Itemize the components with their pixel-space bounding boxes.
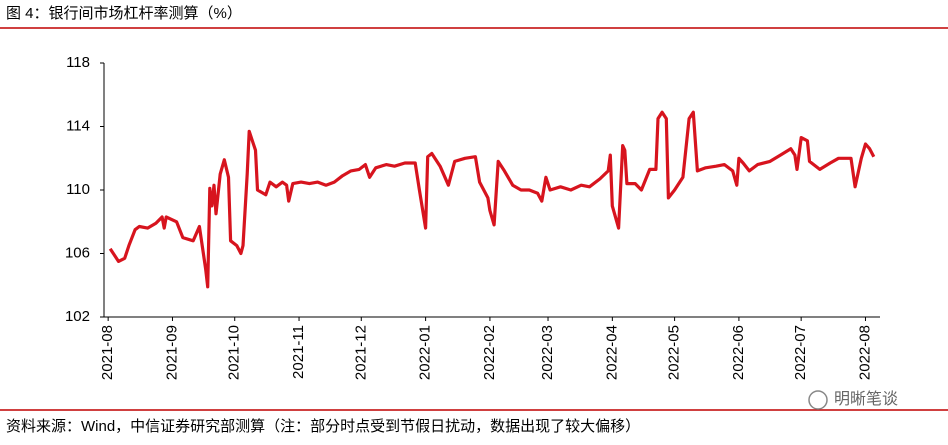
source-note: 资料来源：Wind，中信证券研究部测算（注：部分时点受到节假日扰动，数据出现了较… <box>6 417 640 435</box>
x-tick-label: 2021-11 <box>290 325 307 379</box>
y-tick-label: 110 <box>66 181 90 198</box>
y-tick-label: 106 <box>65 244 90 261</box>
data-line <box>108 110 876 289</box>
x-tick-label: 2022-04 <box>603 325 620 380</box>
x-tick-label: 2022-01 <box>417 325 434 380</box>
x-tick-label: 2022-08 <box>856 325 873 380</box>
watermark: 明晰笔谈 <box>834 390 898 408</box>
y-tick-label: 102 <box>65 308 90 325</box>
x-tick-label: 2022-07 <box>792 325 809 380</box>
x-tick-label: 2022-06 <box>730 325 747 380</box>
x-tick-label: 2022-02 <box>481 325 498 380</box>
watermark-icon <box>808 390 828 410</box>
y-tick-label: 114 <box>66 117 90 134</box>
y-tick-label: 118 <box>66 54 90 71</box>
chart-title: 图 4：银行间市场杠杆率测算（%） <box>6 4 242 22</box>
x-tick-label: 2021-10 <box>226 325 243 380</box>
x-tick-label: 2021-09 <box>163 325 180 380</box>
x-tick-label: 2022-03 <box>539 325 556 380</box>
x-tick-label: 2021-12 <box>352 325 369 380</box>
x-tick-label: 2022-05 <box>666 325 683 380</box>
x-tick-label: 2021-08 <box>99 325 116 380</box>
